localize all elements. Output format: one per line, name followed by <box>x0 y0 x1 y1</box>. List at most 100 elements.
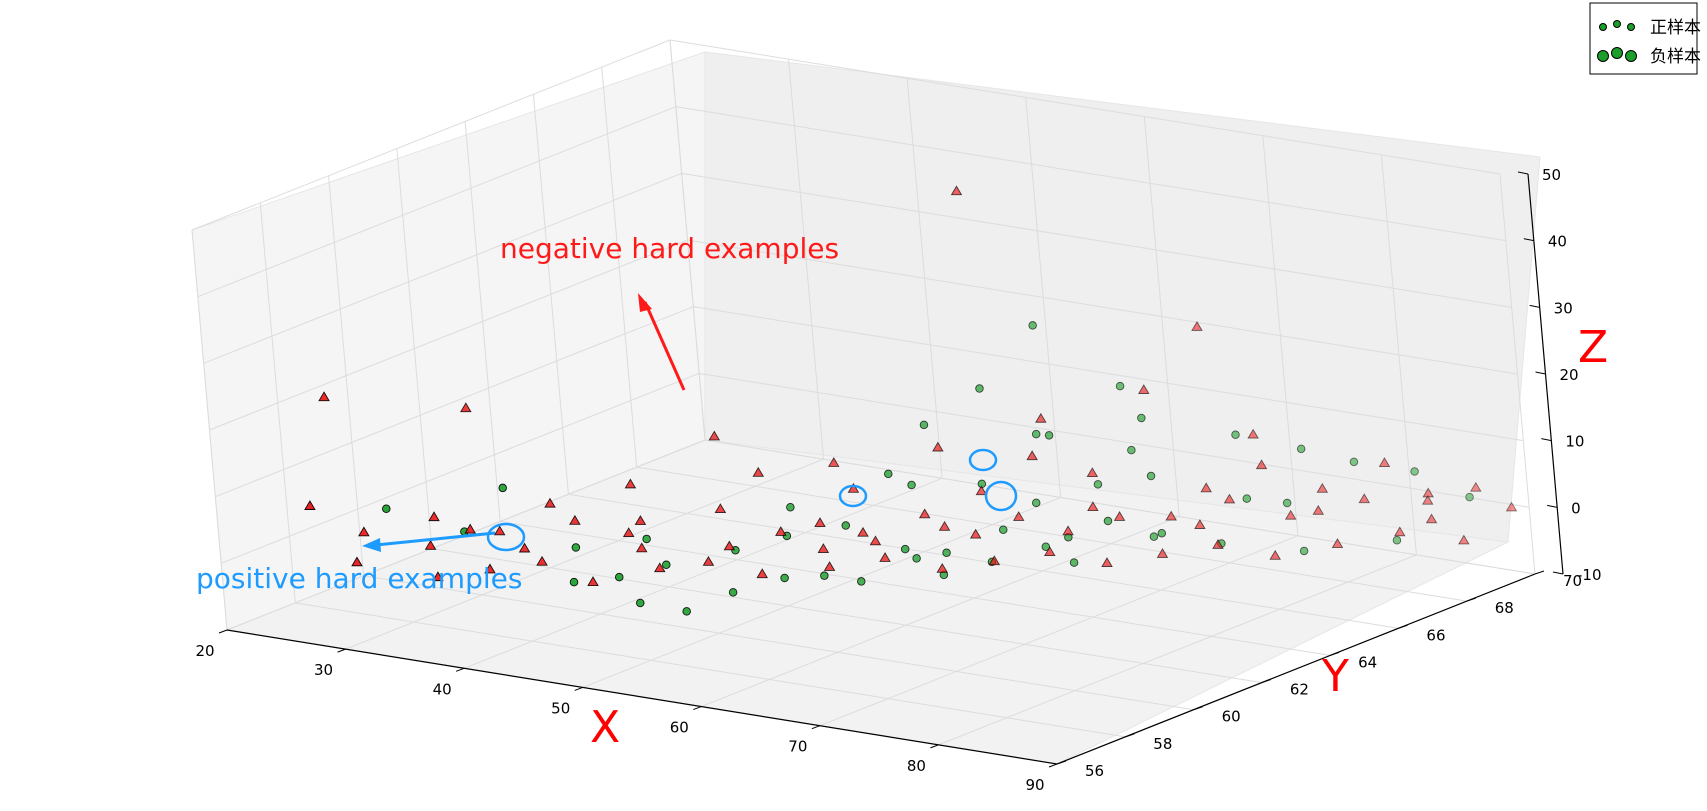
positive-point <box>900 544 910 554</box>
grid-line-z <box>203 172 682 364</box>
legend-label-1: 负样本 <box>1650 47 1701 67</box>
grid-line-z <box>699 372 1530 508</box>
negative-point <box>1156 548 1169 558</box>
y-tick-label: 60 <box>1222 708 1241 726</box>
positive-point <box>1149 532 1159 541</box>
negative-point <box>635 542 648 553</box>
positive-arrow-head <box>362 538 381 552</box>
negative-point <box>1316 482 1329 493</box>
annotation-arrows <box>362 293 686 552</box>
negative-point <box>518 542 531 553</box>
positive-point <box>1465 492 1474 502</box>
positive-point <box>1031 429 1041 439</box>
positive-point <box>615 572 624 582</box>
highlight-circle-positive <box>486 522 526 552</box>
legend-marker-large <box>1611 47 1623 59</box>
negative-point <box>587 576 599 586</box>
z-tick-label: 50 <box>1542 166 1561 184</box>
negative-point <box>1044 546 1056 557</box>
negative-point <box>544 497 556 508</box>
negative-point <box>932 441 944 452</box>
x-tick-label: 30 <box>314 661 333 679</box>
negative-point <box>1255 459 1268 470</box>
grid-line-x <box>582 496 1061 688</box>
grid-line-z <box>220 372 700 564</box>
positive-point <box>1044 431 1054 440</box>
negative-point <box>752 466 765 477</box>
legend-marker-large <box>1597 50 1609 62</box>
legend-marker-small <box>1627 23 1635 31</box>
negative-point <box>1247 428 1259 439</box>
negative-point <box>869 535 882 546</box>
positive-point <box>857 577 866 586</box>
positive-point <box>884 469 893 479</box>
x-tick <box>218 629 228 634</box>
x-tick <box>693 706 702 711</box>
negative-point <box>969 528 982 539</box>
negative-point <box>1087 501 1099 512</box>
positive-point <box>999 525 1008 534</box>
negative-point <box>1035 412 1047 423</box>
negative-point <box>304 500 316 510</box>
y-tick-label: 68 <box>1495 599 1514 617</box>
y-tick-label: 62 <box>1290 681 1309 699</box>
data-points <box>304 185 1518 616</box>
x-axis-label: X <box>590 702 620 753</box>
negative-point <box>1012 511 1025 521</box>
positive-point <box>1137 413 1146 423</box>
negative-point <box>1378 457 1391 467</box>
x-tick-label: 40 <box>433 680 452 698</box>
y-tick <box>1261 679 1272 684</box>
positive-point <box>919 420 929 430</box>
negative-point <box>624 478 637 489</box>
y-tick <box>1534 570 1545 575</box>
negative-point <box>653 562 666 573</box>
z-tick <box>1547 504 1558 508</box>
negative-point <box>1165 510 1177 521</box>
y-tick-label: 58 <box>1153 735 1172 753</box>
negative-point <box>1358 493 1371 504</box>
z-tick <box>1541 438 1552 442</box>
negative-point <box>484 563 496 574</box>
negative-point <box>857 526 869 537</box>
negative-point <box>464 523 476 534</box>
positive-point <box>569 577 579 587</box>
grid-line-x <box>345 458 824 650</box>
negative-point <box>1200 482 1212 493</box>
grid-line-z <box>681 172 1512 308</box>
negative-point <box>1312 504 1325 515</box>
positive-point <box>1349 457 1359 467</box>
z-tick <box>1529 304 1540 308</box>
legend-label-0: 正样本 <box>1650 18 1701 38</box>
annotation-negative: negative hard examples <box>500 232 839 265</box>
legend: 正样本 负样本 <box>1589 2 1701 75</box>
positive-point <box>1296 444 1306 454</box>
negative-point <box>1212 538 1224 549</box>
negative-point <box>817 543 830 553</box>
x-tick <box>574 686 583 691</box>
highlight-circle <box>838 484 868 508</box>
grid-line-y <box>363 575 1194 711</box>
positive-point <box>1392 536 1402 545</box>
negative-point <box>823 561 836 571</box>
negative-point <box>536 555 548 566</box>
positive-point <box>841 521 851 530</box>
x-axis-line <box>226 629 1058 765</box>
positive-point <box>662 560 671 570</box>
negative-arrow-shaft <box>643 301 686 391</box>
x-tick-label: 60 <box>670 719 689 737</box>
positive-point <box>1093 480 1103 489</box>
positive-point <box>786 502 795 512</box>
x-tick-label: 90 <box>1025 776 1044 794</box>
positive-point <box>780 573 789 583</box>
negative-point <box>1194 519 1206 529</box>
z-tick-label: 40 <box>1548 233 1567 251</box>
negative-point <box>723 540 736 551</box>
negative-point <box>493 525 506 536</box>
grid-line-z <box>675 106 1506 242</box>
negative-point <box>1422 487 1434 498</box>
negative-point <box>938 520 951 531</box>
negative-point <box>702 555 715 566</box>
y-axis-label: Y <box>1321 651 1349 702</box>
x-tick <box>1048 763 1058 768</box>
